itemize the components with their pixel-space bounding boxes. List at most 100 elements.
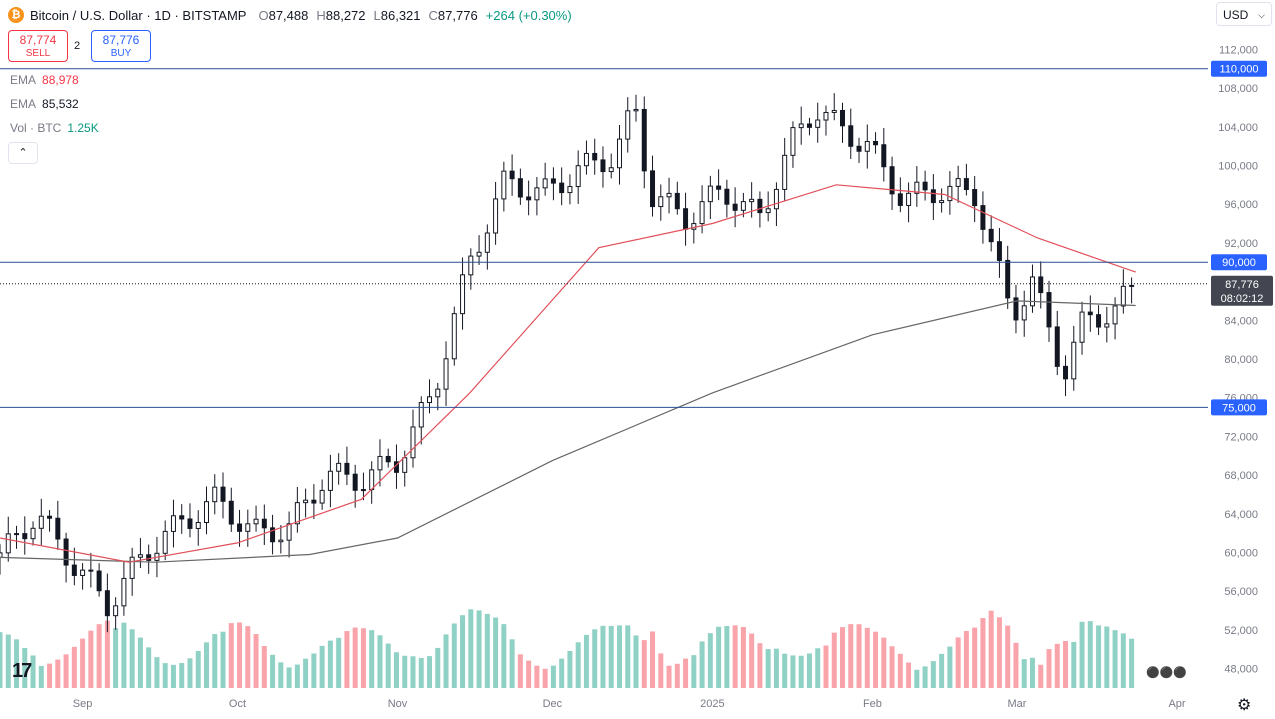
candle-body (641, 108, 647, 172)
volume-bar (526, 660, 532, 688)
volume-bar (757, 643, 763, 688)
candle (484, 224, 490, 270)
collapse-indicators-button[interactable]: ⌃ (8, 142, 38, 164)
candle-body (146, 554, 152, 561)
candle-body (980, 205, 986, 230)
indicator-volume[interactable]: Vol · BTC 1.25K (10, 121, 99, 135)
volume-bar (71, 646, 77, 688)
volume-bar (493, 617, 499, 688)
candle-body (1029, 276, 1035, 307)
volume-bar (319, 645, 325, 688)
y-tick-label: 64,000 (1224, 509, 1258, 521)
candle (534, 176, 540, 216)
candle (1112, 297, 1118, 340)
volume-bar (385, 643, 391, 688)
y-tick-label: 96,000 (1224, 199, 1258, 211)
volume-bar (38, 665, 44, 688)
volume-bar (278, 662, 284, 688)
volume-bar (798, 655, 804, 688)
candle-body (757, 198, 763, 214)
gear-icon[interactable]: ⚙ (1237, 697, 1252, 714)
candle-body (47, 515, 53, 519)
y-tick-label: 92,000 (1224, 238, 1258, 250)
candle-body (996, 241, 1002, 261)
candle-body (311, 499, 317, 504)
candle (798, 106, 804, 145)
candle (650, 155, 656, 217)
volume-bar (963, 631, 969, 688)
volume-bar (187, 658, 193, 688)
candle (476, 235, 482, 265)
candle-body (22, 533, 28, 540)
x-tick-label: Nov (388, 698, 408, 710)
candle (963, 163, 969, 196)
volume-bar (270, 654, 276, 688)
volume-bar (311, 653, 317, 688)
candle (195, 510, 201, 546)
ohlc-high: 88,272 (325, 7, 366, 23)
candle (237, 509, 243, 547)
volume-bar (261, 646, 267, 688)
volume-bar (195, 651, 201, 688)
candle (806, 117, 812, 136)
volume-bar (840, 627, 846, 688)
candle-body (14, 533, 20, 536)
y-tick-label: 72,000 (1224, 431, 1258, 443)
candle (988, 215, 994, 252)
candle-body (55, 517, 61, 540)
candle-body (790, 127, 796, 156)
buy-button[interactable]: 87,776 BUY (91, 30, 151, 62)
volume-bar (294, 664, 300, 688)
candle-body (319, 489, 325, 504)
candle-body (443, 358, 449, 390)
indicator-ema-slow[interactable]: EMA 85,532 (10, 97, 79, 111)
candle (1129, 277, 1135, 304)
sell-button[interactable]: 87,774 SELL (8, 30, 68, 62)
indicator-ema-fast[interactable]: EMA 88,978 (10, 73, 79, 87)
events-flag-icon[interactable]: ⚫⚫⚫ (1146, 667, 1188, 679)
volume-bar (806, 653, 812, 688)
candle (773, 182, 779, 227)
candle-body (220, 486, 226, 502)
volume-bar (1079, 621, 1085, 688)
candle (542, 162, 548, 196)
ohlc-close: 87,776 (437, 7, 478, 23)
x-tick-label: Sep (73, 698, 93, 710)
candle (1120, 269, 1126, 314)
candle (203, 486, 209, 535)
candle (939, 188, 945, 213)
candle-body (798, 123, 804, 129)
volume-bar (393, 652, 399, 688)
volume-bar (1005, 625, 1011, 688)
volume-bar (658, 653, 664, 688)
volume-bar (1071, 641, 1077, 688)
candle-body (881, 144, 887, 168)
candle-body (96, 570, 102, 592)
volume-bar (616, 625, 622, 688)
volume-bar (88, 630, 94, 688)
level-label-box (1211, 254, 1267, 271)
candle (63, 532, 69, 583)
volume-bar (790, 655, 796, 688)
candle (1063, 355, 1069, 397)
symbol-title[interactable]: Bitcoin / U.S. Dollar · 1D · BITSTAMP (30, 7, 247, 23)
volume-bar (988, 610, 994, 688)
candle-body (113, 605, 119, 617)
volume-bar (583, 634, 589, 688)
candle (88, 552, 94, 588)
candle (815, 102, 821, 143)
volume-bar (592, 629, 598, 688)
currency-select[interactable]: USD ⌵ (1216, 2, 1272, 26)
volume-bar (633, 635, 639, 688)
volume-bar (550, 665, 556, 688)
candle-body (939, 200, 945, 204)
candle (1071, 325, 1077, 391)
candle-body (740, 201, 746, 211)
volume-bar (286, 667, 292, 688)
volume-bar (666, 665, 672, 688)
candle (303, 488, 309, 518)
candle (418, 396, 424, 445)
volume-bar (542, 668, 548, 688)
indicator-value: 85,532 (42, 97, 79, 111)
